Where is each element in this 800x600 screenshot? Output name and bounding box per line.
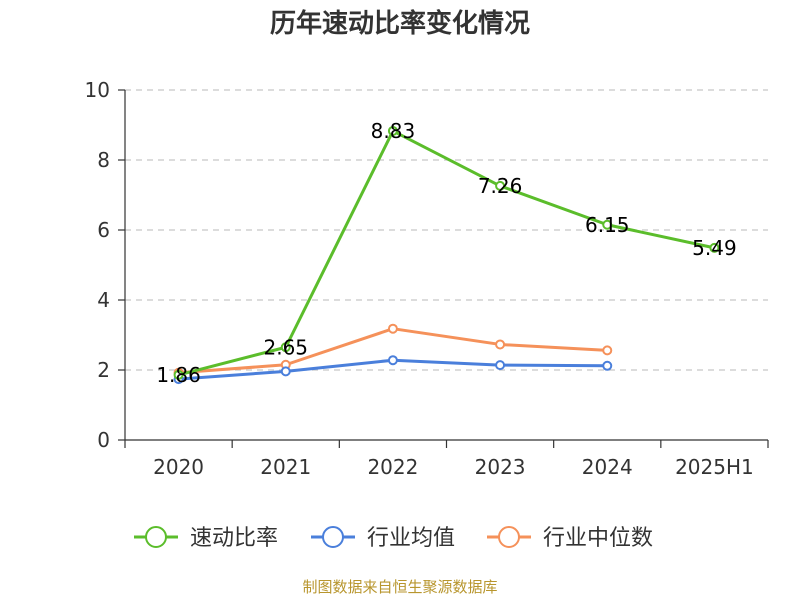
data-labels: 1.86 2.65 8.83 7.26 6.15 5.49	[156, 119, 736, 387]
y-tick-label: 2	[97, 358, 110, 382]
legend-marker	[322, 526, 344, 548]
legend-marker	[145, 526, 167, 548]
x-tick-label: 2023	[475, 455, 526, 479]
series-line-0	[178, 129, 715, 377]
x-tick-label: 2020	[153, 455, 204, 479]
data-label: 5.49	[692, 236, 737, 260]
data-point	[602, 360, 613, 371]
data-point	[280, 366, 291, 377]
data-point	[280, 342, 291, 353]
source-note: 制图数据来自恒生聚源数据库	[302, 578, 497, 596]
legend: 速动比率 行业均值 行业中位数	[134, 526, 653, 551]
data-point	[495, 339, 506, 350]
data-point	[173, 369, 184, 380]
legend-label: 行业中位数	[543, 526, 653, 551]
data-point	[495, 180, 506, 191]
y-tick-label: 10	[85, 78, 110, 102]
x-tick-label: 2024	[582, 455, 633, 479]
data-point	[387, 355, 398, 366]
x-tick-label: 2022	[367, 455, 418, 479]
y-tick-label: 4	[97, 288, 110, 312]
data-point	[602, 219, 613, 230]
data-point	[495, 360, 506, 371]
data-label: 6.15	[585, 213, 630, 237]
legend-label: 速动比率	[190, 526, 278, 551]
data-label: 2.65	[263, 335, 308, 359]
data-point	[602, 345, 613, 356]
series-group	[173, 125, 720, 385]
data-label: 1.86	[156, 363, 201, 387]
x-tick-label: 2025H1	[675, 455, 754, 479]
data-point	[709, 242, 720, 253]
y-tick-label: 8	[97, 148, 110, 172]
y-tick-label: 0	[97, 428, 110, 452]
data-label: 8.83	[371, 119, 416, 143]
legend-marker	[498, 526, 520, 548]
data-point	[387, 125, 398, 136]
x-tick-label: 2021	[260, 455, 311, 479]
data-point	[387, 323, 398, 334]
legend-label: 行业均值	[367, 526, 455, 551]
data-label: 7.26	[478, 174, 523, 198]
axes: 0 2 4 6 8 10 2020 2021 2022 2023 2024 2025H1	[85, 78, 769, 479]
chart-title: 历年速动比率变化情况	[270, 8, 530, 39]
grid-lines	[125, 89, 768, 371]
y-tick-label: 6	[97, 218, 110, 242]
